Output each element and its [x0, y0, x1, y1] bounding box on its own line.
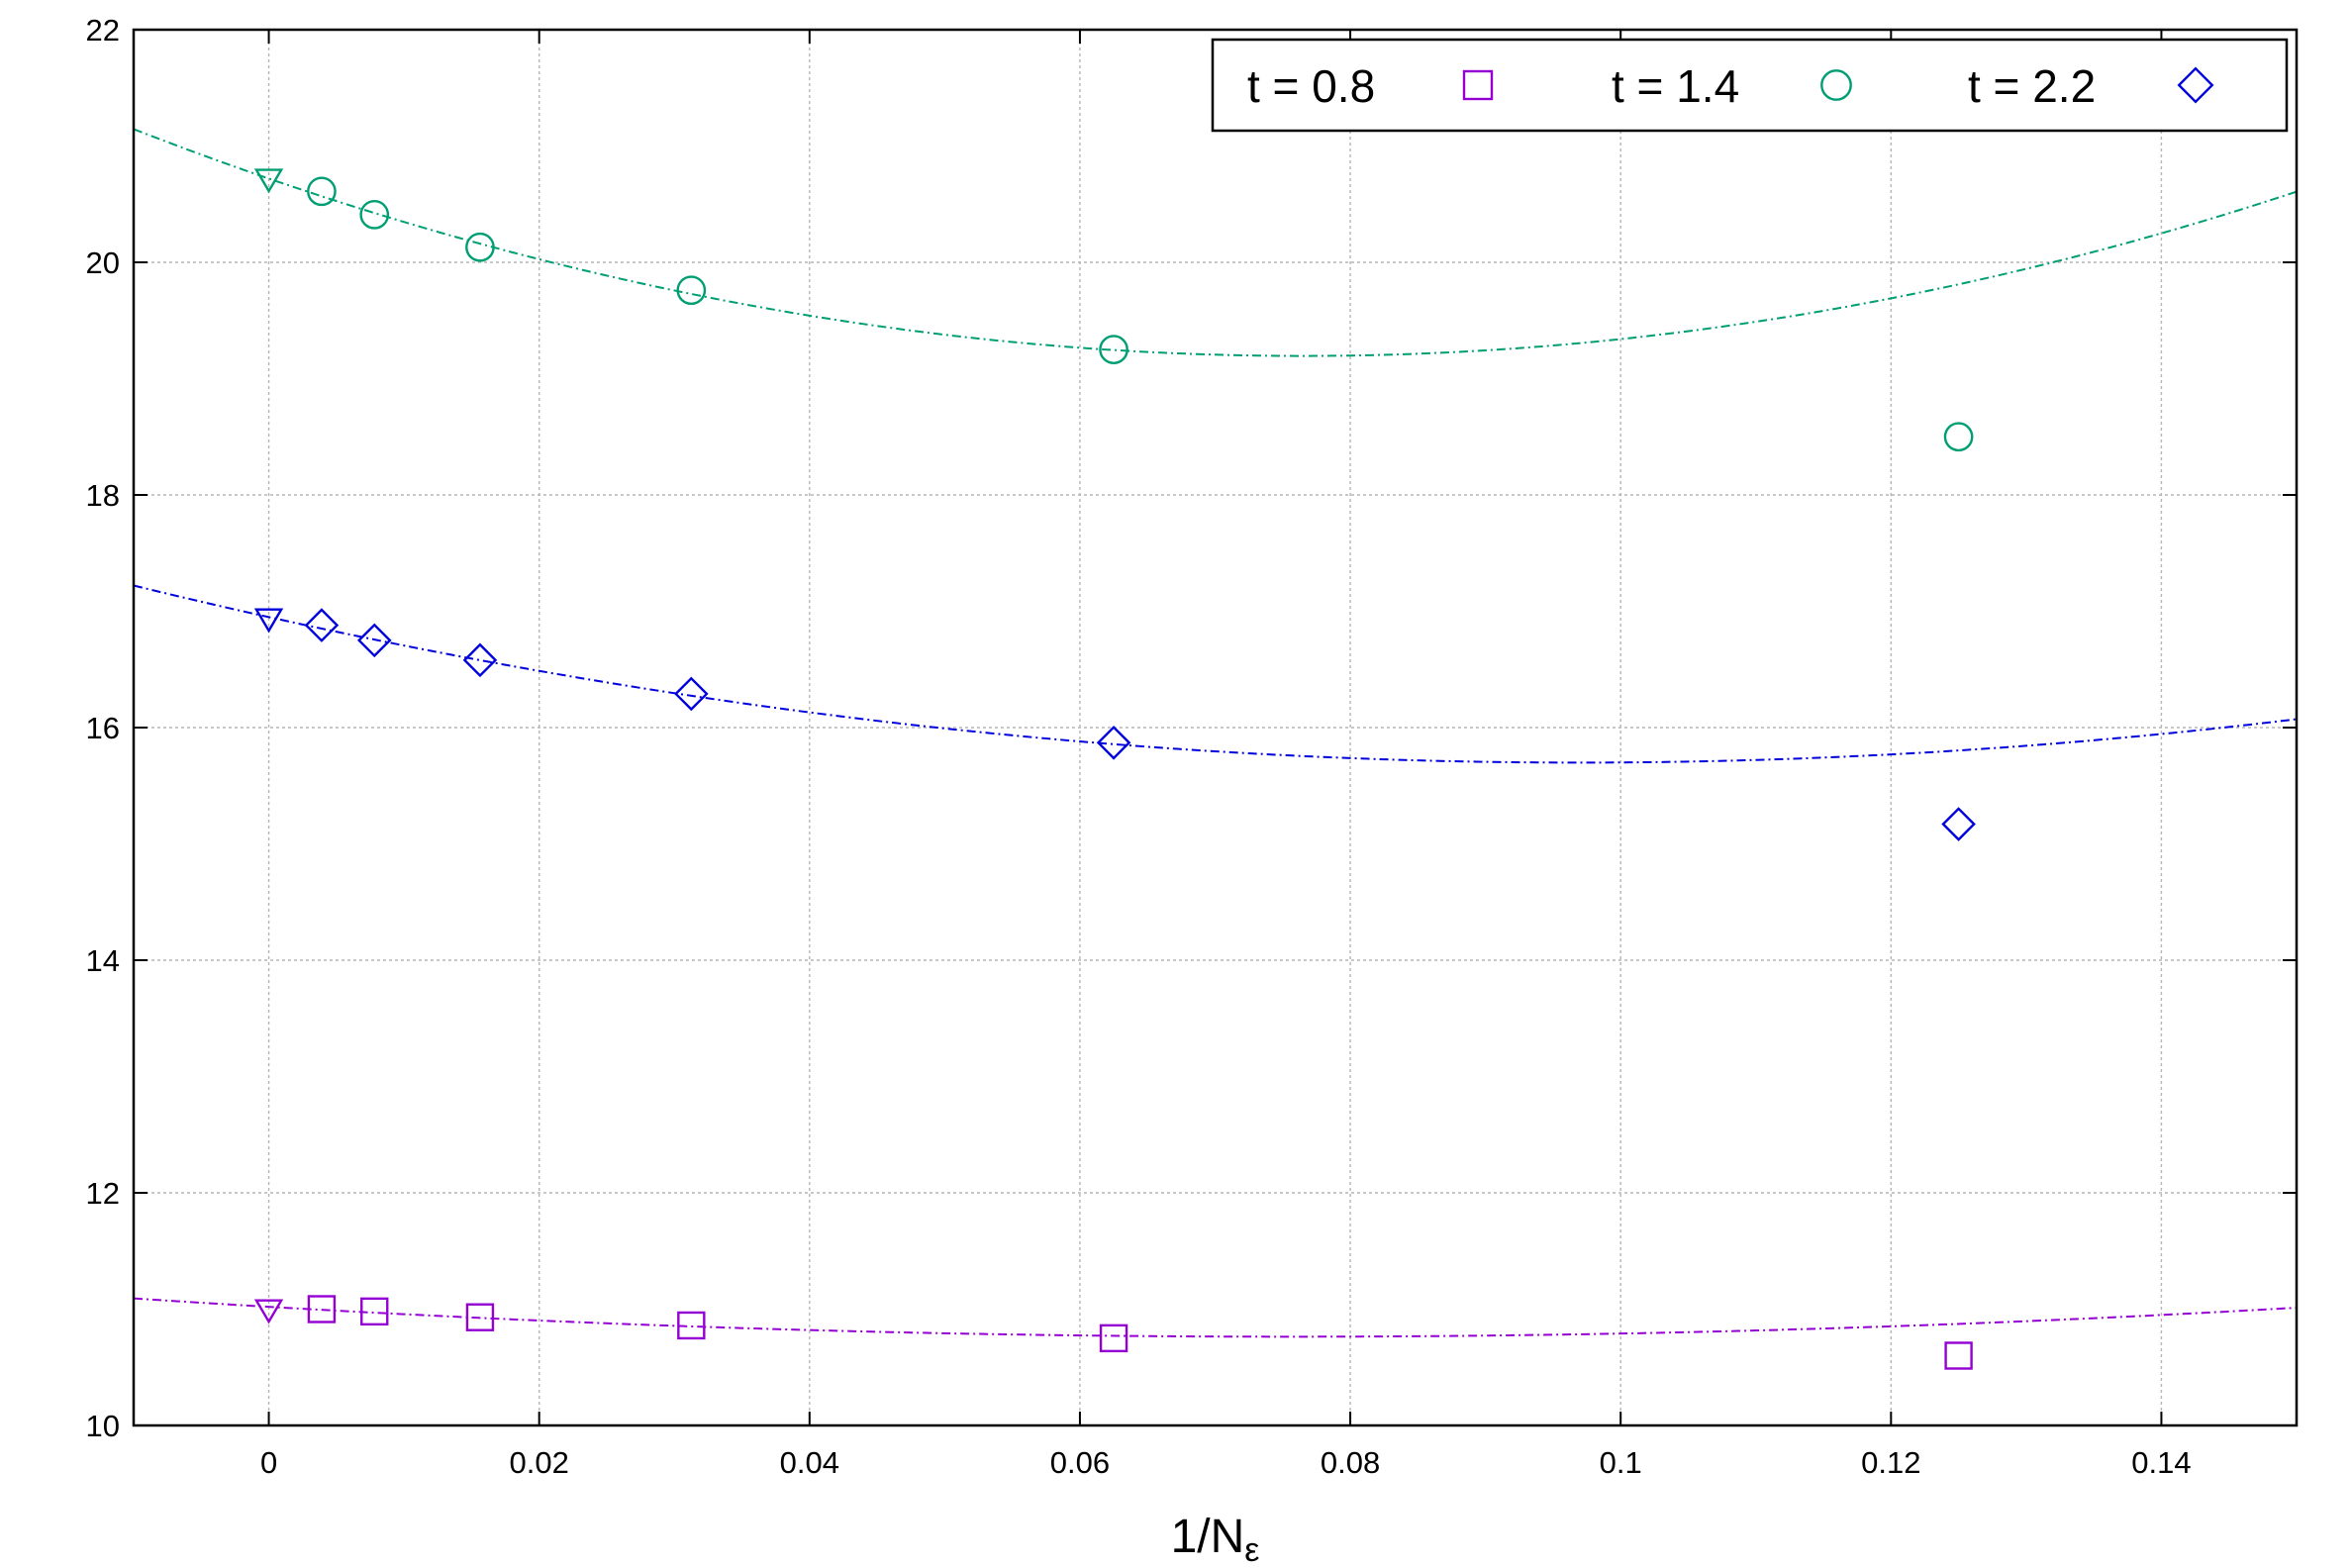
data-point	[677, 1311, 706, 1340]
extrapolated-point	[253, 1299, 284, 1324]
data-point	[1944, 1341, 1973, 1370]
extrapolated-point	[253, 168, 284, 194]
data-point	[1941, 807, 1976, 841]
data-point	[1096, 725, 1131, 760]
data-point	[307, 1295, 337, 1323]
legend: t = 0.8 t = 1.4 t = 2.2	[1211, 38, 2289, 133]
y-tick-label: 12	[86, 1176, 120, 1211]
data-point	[359, 199, 390, 230]
legend-label: t = 2.2	[1968, 60, 2096, 112]
x-tick-label: 0.12	[1861, 1445, 1920, 1480]
x-axis-title-main: 1/N	[1171, 1511, 1245, 1563]
y-tick-label: 10	[86, 1409, 120, 1443]
ticks: 0 0.02 0.04 0.06 0.08 0.1 0.12 0.14 10 12 14 16 18 20…	[86, 13, 2297, 1480]
legend-marker	[1462, 69, 1494, 101]
data-point	[465, 1303, 495, 1331]
fit-curve	[133, 584, 2298, 764]
legend-label: t = 0.8	[1247, 60, 1375, 112]
x-axis-title: 1/Nε	[1171, 1511, 1260, 1568]
data-point	[356, 623, 392, 658]
extrapolated-point	[253, 608, 284, 634]
y-tick-label: 14	[86, 943, 120, 978]
data-point	[360, 1297, 389, 1326]
data-point	[462, 642, 498, 678]
y-tick-label: 16	[86, 711, 120, 745]
x-tick-label: 0.02	[510, 1445, 569, 1480]
data-point	[1099, 1323, 1128, 1353]
x-tick-label: 0.1	[1600, 1445, 1642, 1480]
data-point	[1099, 335, 1128, 364]
fit-curve	[133, 1297, 2298, 1338]
legend-box	[1211, 38, 2289, 133]
data-point	[307, 176, 337, 207]
data-point	[676, 275, 707, 306]
x-tick-label: 0	[260, 1445, 277, 1480]
y-tick-label: 22	[86, 13, 120, 48]
data-point	[465, 232, 495, 262]
x-tick-label: 0.06	[1050, 1445, 1110, 1480]
x-axis-title-subscript: ε	[1244, 1531, 1259, 1568]
y-tick-label: 20	[86, 245, 120, 280]
x-tick-label: 0.08	[1321, 1445, 1380, 1480]
grid	[134, 30, 2297, 1425]
legend-marker	[2177, 66, 2214, 104]
x-tick-label: 0.14	[2131, 1445, 2191, 1480]
x-tick-label: 0.04	[780, 1445, 839, 1480]
legend-label: t = 1.4	[1612, 60, 1739, 112]
y-tick-label: 18	[86, 478, 120, 513]
data-points	[253, 168, 1976, 1370]
data-point	[1943, 422, 1974, 452]
data-point	[674, 676, 709, 712]
legend-marker	[1820, 69, 1852, 101]
data-point	[304, 608, 340, 642]
